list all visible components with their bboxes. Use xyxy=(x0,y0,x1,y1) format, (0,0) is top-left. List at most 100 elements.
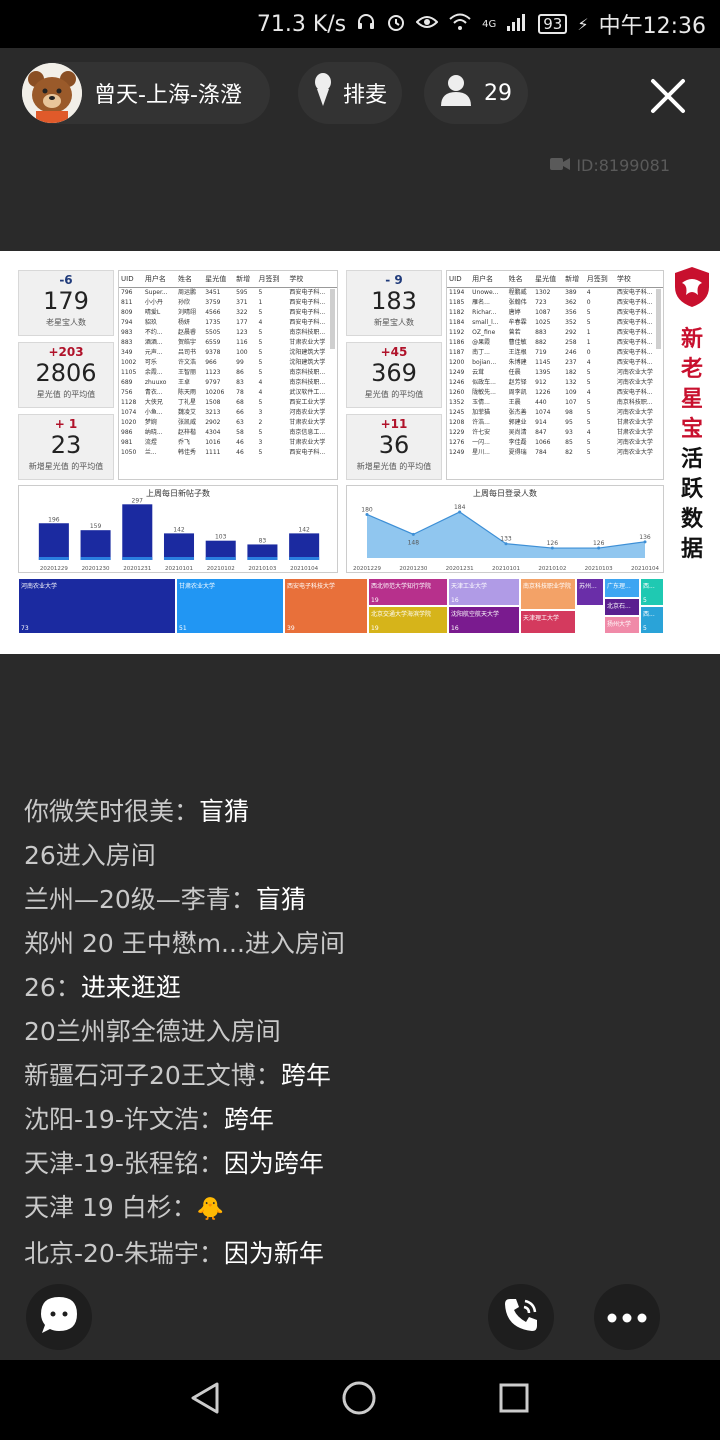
table-row[interactable]: 1105 余霞... 王智丽 1123 86 5 南京科技职... xyxy=(119,368,337,378)
chat-message[interactable]: 郑州 20 王中懋m...进入房间 xyxy=(24,922,704,966)
recents-icon[interactable] xyxy=(498,1382,530,1418)
old-users-table[interactable]: UID 用户名 姓名 星光值 新增 月签到 学校 796 Super... 周运鹏 3451 595 5… xyxy=(118,270,338,480)
table-header[interactable]: 新增 xyxy=(563,271,585,288)
chat-message[interactable]: 新疆石河子20王文博：跨年 xyxy=(24,1054,704,1098)
chat-message[interactable]: 天津-19-张程铭：因为跨年 xyxy=(24,1142,704,1186)
chat-username[interactable]: 兰州—20级—李青： xyxy=(24,885,256,914)
chat-username[interactable]: 郑州 20 王中懋m...进入房间 xyxy=(24,929,345,958)
table-header[interactable]: 星光值 xyxy=(203,271,235,288)
table-row[interactable]: 794 貂玖 杨妍 1735 177 4 西安电子科... xyxy=(119,318,337,328)
chat-message[interactable]: 天津 19 白杉：🐥 xyxy=(24,1186,704,1232)
table-row[interactable]: 883 酒酒... 贺皓宇 6559 116 5 甘肃农业大学 xyxy=(119,338,337,348)
table-row[interactable]: 1194 Unowe... 程鹏威 1302 389 4 西安电子科... xyxy=(447,288,663,299)
kpi-delta: +11 xyxy=(380,417,408,431)
kpi-delta: - 9 xyxy=(385,273,403,287)
table-row[interactable]: 1249 星川... 夏得瑞 784 82 5 河南农业大学 xyxy=(447,448,663,458)
headphone-icon xyxy=(356,12,376,37)
table-header[interactable]: 用户名 xyxy=(142,271,176,288)
table-row[interactable]: 796 Super... 周运鹏 3451 595 5 西安电子科... xyxy=(119,288,337,299)
table-row[interactable]: 689 zhuuxo 王卓 9797 83 4 南京科技职... xyxy=(119,378,337,388)
chat-username[interactable]: 20兰州郭全德进入房间 xyxy=(24,1017,281,1046)
table-cell: 1249 xyxy=(449,449,465,456)
table-row[interactable]: 1020 梦婉 张凯威 2902 63 2 甘肃农业大学 xyxy=(119,418,337,428)
table-cell: 3213 xyxy=(205,409,221,416)
table-header[interactable]: 月签到 xyxy=(584,271,615,288)
comment-button[interactable] xyxy=(26,1284,92,1350)
table-row[interactable]: 1186 @果霞 曹佳敏 882 258 1 西安电子科... xyxy=(447,338,663,348)
table-row[interactable]: 981 流煜 乔飞 1016 46 3 甘肃农业大学 xyxy=(119,438,337,448)
table-row[interactable]: 811 小小丹 孙欣 3759 371 1 西安电子科... xyxy=(119,298,337,308)
chat-username[interactable]: 新疆石河子20王文博： xyxy=(24,1061,281,1090)
chat-username[interactable]: 天津-19-张程铭： xyxy=(24,1149,224,1178)
table-row[interactable]: 1229 许七安 吴尚清 847 93 4 甘肃农业大学 xyxy=(447,428,663,438)
table-row[interactable]: 1184 small_l... 牟春霖 1025 352 5 西安电子科... xyxy=(447,318,663,328)
host-info[interactable]: 曾天-上海-涤澄 xyxy=(22,62,270,124)
table-row[interactable]: 986 纳晓... 赵梓楷 4304 58 5 南京信息工... xyxy=(119,428,337,438)
treemap-cell: 广东理... xyxy=(604,578,640,598)
table-row[interactable]: 1182 Richar... 唐婷 1087 356 5 西安电子科... xyxy=(447,308,663,318)
table-row[interactable]: 1192 OZ_fine 曾若 883 292 1 西安电子科... xyxy=(447,328,663,338)
table-row[interactable]: 1074 小鱼... 魏凌艾 3213 66 3 河南农业大学 xyxy=(119,408,337,418)
table-row[interactable]: 983 不约... 赵晨睿 5505 123 5 南京科技职... xyxy=(119,328,337,338)
table-header[interactable]: 用户名 xyxy=(470,271,507,288)
table-header[interactable]: 学校 xyxy=(287,271,337,288)
chat-message[interactable]: 兰州—20级—李青：盲猜 xyxy=(24,878,704,922)
back-icon[interactable] xyxy=(190,1381,220,1419)
treemap-label: 苏州... xyxy=(579,583,597,590)
mic-queue-button[interactable]: 排麦 xyxy=(298,62,402,124)
table-row[interactable]: 1185 雁名... 张翰伟 723 362 0 西安电子科... xyxy=(447,298,663,308)
chat-message[interactable]: 26进入房间 xyxy=(24,834,704,878)
close-button[interactable] xyxy=(640,70,696,126)
table-header[interactable]: 学校 xyxy=(614,271,663,288)
table-row[interactable]: 1050 兰... 韩佳秀 1111 46 5 西安电子科... xyxy=(119,448,337,458)
table-row[interactable]: 1187 南丁... 王连根 719 246 0 西安电子科... xyxy=(447,348,663,358)
chat-message[interactable]: 20兰州郭全德进入房间 xyxy=(24,1010,704,1054)
table-header[interactable]: 月签到 xyxy=(256,271,288,288)
table-cell: 0 xyxy=(586,349,591,356)
chat-message[interactable]: 北京-20-朱瑞宇：因为新年 xyxy=(24,1232,704,1276)
table-header[interactable]: 姓名 xyxy=(506,271,534,288)
table-row[interactable]: 1245 加菲猫 张杰善 1074 98 5 河南农业大学 xyxy=(447,408,663,418)
tick-label: 20210101 xyxy=(165,566,193,572)
table-cell: 西安电子科... xyxy=(616,329,653,336)
chat-bubble-icon xyxy=(38,1294,80,1340)
viewer-count-button[interactable]: 29 xyxy=(424,62,528,124)
table-row[interactable]: 1200 bojian... 朱博建 1145 237 4 西安电子科... xyxy=(447,358,663,368)
table-scrollbar[interactable] xyxy=(656,289,661,349)
table-scrollbar[interactable] xyxy=(330,289,335,349)
table-row[interactable]: 1208 许浩... 郭建业 914 95 5 甘肃农业大学 xyxy=(447,418,663,428)
chat-message[interactable]: 你微笑时很美：盲猜 xyxy=(24,790,704,834)
home-icon[interactable] xyxy=(341,1380,377,1420)
table-row[interactable]: 1276 一闪... 李佳磊 1066 85 5 河南农业大学 xyxy=(447,438,663,448)
table-cell: 河南农业大学 xyxy=(616,449,653,456)
table-row[interactable]: 1246 似政车... 赵芳铎 912 132 5 河南农业大学 xyxy=(447,378,663,388)
chat-message[interactable]: 26：进来逛逛 xyxy=(24,966,704,1010)
table-header[interactable]: 星光值 xyxy=(533,271,564,288)
table-row[interactable]: 756 青衣... 陈天雨 10206 78 4 武汉软件工... xyxy=(119,388,337,398)
host-avatar[interactable] xyxy=(22,63,82,123)
table-header[interactable]: 姓名 xyxy=(175,271,204,288)
table-header[interactable]: 新增 xyxy=(234,271,257,288)
table-row[interactable]: 1249 云茸 任晨 1395 182 5 河南农业大学 xyxy=(447,368,663,378)
table-row[interactable]: 349 元声... 吕司书 9378 100 5 沈阳建筑大学 xyxy=(119,348,337,358)
chat-username[interactable]: 沈阳-19-许文浩： xyxy=(24,1105,224,1134)
call-button[interactable] xyxy=(488,1284,554,1350)
table-row[interactable]: 1002 可乐 许文浩 966 99 5 沈阳建筑大学 xyxy=(119,358,337,368)
table-row[interactable]: 1352 玉倩... 王晨 440 107 5 南京科技职... xyxy=(447,398,663,408)
chat-username[interactable]: 你微笑时很美： xyxy=(24,797,200,826)
table-row[interactable]: 809 晴爱L 刘晴翊 4566 322 5 西安电子科... xyxy=(119,308,337,318)
more-button[interactable] xyxy=(594,1284,660,1350)
chat-message[interactable]: 沈阳-19-许文浩：跨年 xyxy=(24,1098,704,1142)
table-row[interactable]: 1128 大侠兄 丁礼星 1508 68 5 西安工业大学 xyxy=(119,398,337,408)
viewer-count: 29 xyxy=(484,80,512,106)
table-header[interactable]: UID xyxy=(119,271,143,288)
chat-username[interactable]: 26进入房间 xyxy=(24,841,156,870)
new-users-table[interactable]: UID 用户名 姓名 星光值 新增 月签到 学校 1194 Unowe... 程鹏威 1302 389… xyxy=(446,270,664,480)
table-header[interactable]: UID xyxy=(447,271,471,288)
table-row[interactable]: 1260 陇敏先... 周李凯 1226 109 4 西安电子科... xyxy=(447,388,663,398)
table-cell: 1186 xyxy=(449,339,465,346)
chat-username[interactable]: 26： xyxy=(24,973,81,1002)
bar xyxy=(163,533,195,560)
chat-username[interactable]: 天津 19 白杉： xyxy=(24,1193,197,1222)
chat-username[interactable]: 北京-20-朱瑞宇： xyxy=(24,1239,224,1268)
